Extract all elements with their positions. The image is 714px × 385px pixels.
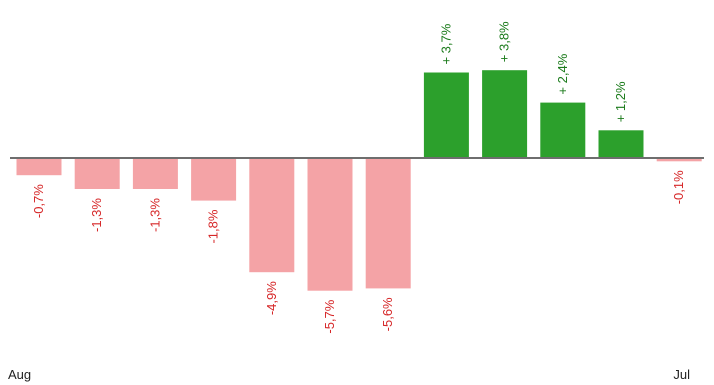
bar-5: [249, 159, 295, 273]
data-label-11: + 1,2%: [613, 81, 628, 122]
data-label-3: -1,3%: [147, 198, 162, 232]
data-label-10: + 2,4%: [555, 53, 570, 94]
data-label-12: -0,1%: [671, 170, 686, 204]
bar-1: [16, 159, 62, 176]
bar-3: [132, 159, 178, 189]
x-axis-start-label: Aug: [8, 367, 31, 382]
data-label-1: -0,7%: [31, 184, 46, 218]
bar-11: [598, 130, 644, 158]
bar-8: [423, 72, 469, 158]
data-label-6: -5,7%: [322, 299, 337, 333]
bar-4: [191, 159, 237, 201]
data-label-8: + 3,7%: [438, 23, 453, 64]
data-label-5: -4,9%: [264, 281, 279, 315]
bar-12: [656, 159, 702, 162]
data-label-9: + 3,8%: [497, 21, 512, 62]
bar-10: [540, 102, 586, 158]
bar-2: [74, 159, 120, 189]
bar-9: [482, 70, 528, 158]
data-label-2: -1,3%: [89, 198, 104, 232]
data-label-4: -1,8%: [206, 209, 221, 243]
data-labels-group: -0,7% -1,3% -1,3% -1,8% -4,9% -5,7% -5,6% + 3,7…: [31, 21, 686, 334]
bar-6: [307, 159, 353, 291]
bar-7: [365, 159, 411, 289]
data-label-7: -5,6%: [380, 297, 395, 331]
x-axis-end-label: Jul: [673, 367, 690, 382]
bars-group: [16, 70, 702, 291]
